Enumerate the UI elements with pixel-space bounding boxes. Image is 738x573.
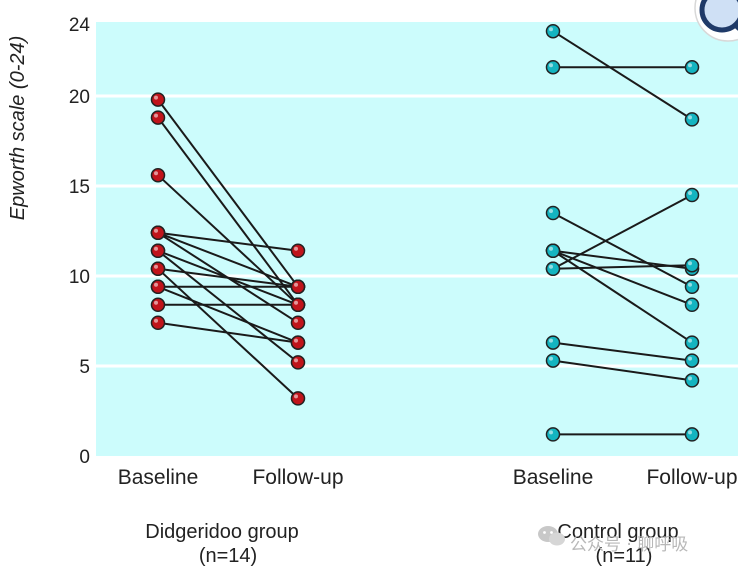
data-point (684, 297, 700, 313)
data-point (684, 427, 700, 442)
y-axis-label: Epworth scale (0-24) (7, 36, 29, 221)
watermark-text: 公众号 · 聊呼吸 (570, 535, 688, 555)
data-point (290, 243, 306, 259)
x-category-label: Baseline (118, 466, 199, 489)
group-n-label: (n=14) (199, 545, 257, 567)
data-point (290, 279, 306, 295)
data-point (150, 92, 166, 107)
x-category-label: Follow-up (252, 466, 343, 489)
x-category-label: Baseline (513, 466, 594, 489)
data-point (150, 297, 166, 313)
gridlines (96, 94, 738, 368)
series-line (552, 264, 693, 270)
series-line (157, 321, 299, 344)
group-n-label: (n=11) (596, 545, 653, 567)
data-point (545, 205, 561, 221)
series-line (552, 341, 693, 362)
data-point (684, 257, 700, 273)
data-point (545, 427, 561, 442)
series-points (150, 23, 700, 442)
data-point (150, 243, 166, 259)
data-point (545, 261, 561, 277)
y-tick-label: 24 (69, 15, 91, 36)
data-point (545, 243, 561, 259)
series-line (552, 212, 693, 288)
data-point (684, 353, 700, 368)
data-point (150, 315, 166, 331)
series-line (552, 194, 693, 270)
magnifier-icon[interactable] (694, 0, 738, 42)
data-point (290, 335, 306, 350)
series-line (552, 30, 693, 121)
data-point (545, 353, 561, 368)
data-point (684, 59, 700, 75)
wechat-icon (538, 526, 565, 546)
series-line (157, 267, 299, 288)
data-point (684, 373, 700, 388)
data-point (290, 355, 306, 370)
data-point (545, 23, 561, 39)
y-tick-label: 20 (69, 87, 90, 108)
data-point (684, 187, 700, 203)
data-point (290, 315, 306, 331)
data-point (150, 225, 166, 241)
data-point (545, 335, 561, 350)
x-category-label: Follow-up (646, 466, 737, 489)
series-line (552, 249, 693, 344)
group-labels: Didgeridoo group(n=14) Control group(n=11… (145, 521, 678, 567)
data-point (684, 335, 700, 350)
y-tick-label: 0 (79, 447, 90, 468)
data-point (290, 297, 306, 313)
x-category-labels: Baseline Follow-up Baseline Follow-up (118, 466, 738, 489)
group-name-label: Control group (557, 521, 678, 543)
data-point (290, 391, 306, 406)
series-line (552, 249, 693, 306)
series-line (157, 117, 299, 306)
data-point (150, 110, 166, 125)
data-point (150, 279, 166, 295)
data-point (150, 167, 166, 183)
series-line (157, 99, 299, 288)
y-tick-label: 5 (79, 357, 90, 378)
series-line (157, 285, 299, 344)
y-axis-ticks: 0 5 10 15 20 24 (69, 15, 91, 468)
watermark: 公众号 · 聊呼吸 (538, 526, 688, 555)
data-point (684, 279, 700, 295)
series-lines (157, 30, 693, 436)
group-name-label: Didgeridoo group (145, 521, 298, 543)
y-tick-label: 15 (69, 177, 90, 198)
data-point (150, 261, 166, 277)
series-line (552, 359, 693, 382)
data-point (545, 59, 561, 75)
y-tick-label: 10 (69, 267, 90, 288)
series-line (157, 250, 299, 364)
series-line (157, 231, 299, 288)
data-point (684, 112, 700, 127)
series-line (157, 231, 299, 252)
